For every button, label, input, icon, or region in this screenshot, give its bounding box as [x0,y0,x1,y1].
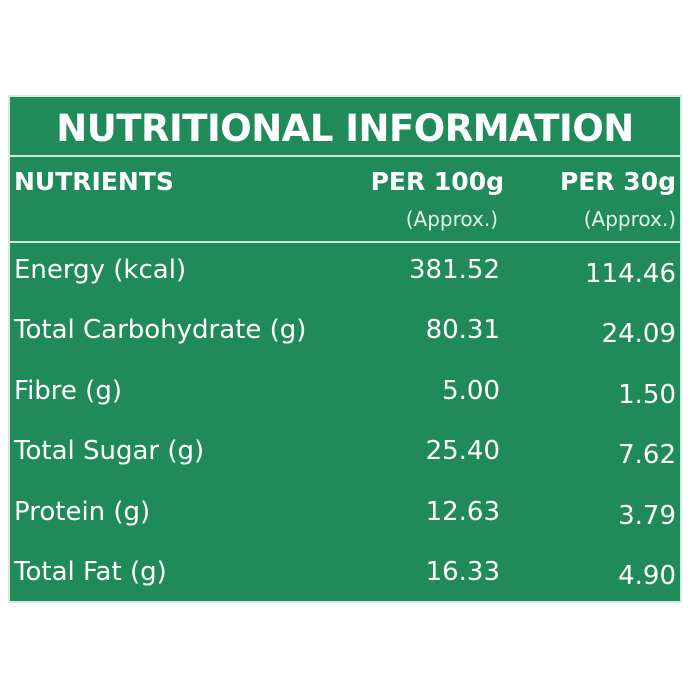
table-row: Total Fat (g) 16.33 4.90 [10,551,680,611]
nutrient-name: Energy (kcal) [14,255,187,285]
value-per-100g: 12.63 [425,496,500,527]
value-per-30g: 3.79 [618,500,676,531]
header-per-30g: PER 30g [559,167,676,196]
value-per-30g: 24.09 [601,319,676,350]
table-row: Fibre (g) 5.00 1.50 [10,370,680,430]
value-per-30g: 7.62 [618,440,676,471]
header-per-30g-note: (Approx.) [583,207,676,231]
value-per-100g: 381.52 [409,255,500,285]
value-per-30g: 1.50 [618,379,676,410]
header-per-100g: PER 100g [370,167,504,196]
table-body: Energy (kcal) 381.52 114.46 Total Carboh… [10,249,680,611]
table-title: NUTRITIONAL INFORMATION [56,107,634,150]
header-divider [10,241,680,243]
nutrient-name: Total Fat (g) [14,556,167,587]
table-row: Total Carbohydrate (g) 80.31 24.09 [10,309,680,369]
nutrient-name: Total Carbohydrate (g) [14,315,307,346]
header-per-100g-note: (Approx.) [405,207,498,231]
nutrition-table: NUTRITIONAL INFORMATION NUTRIENTS PER 10… [8,95,682,603]
nutrient-name: Protein (g) [14,496,151,527]
value-per-30g: 114.46 [585,259,676,289]
value-per-100g: 80.31 [425,315,500,346]
table-row: Energy (kcal) 381.52 114.46 [10,249,680,309]
value-per-100g: 5.00 [442,375,500,406]
value-per-100g: 25.40 [425,436,500,467]
value-per-30g: 4.90 [618,560,676,591]
title-divider [10,155,680,157]
nutrient-name: Fibre (g) [14,375,122,406]
value-per-100g: 16.33 [425,556,500,587]
table-row: Protein (g) 12.63 3.79 [10,491,680,551]
table-row: Total Sugar (g) 25.40 7.62 [10,430,680,490]
nutrient-name: Total Sugar (g) [14,436,205,467]
header-nutrients: NUTRIENTS [14,167,174,196]
